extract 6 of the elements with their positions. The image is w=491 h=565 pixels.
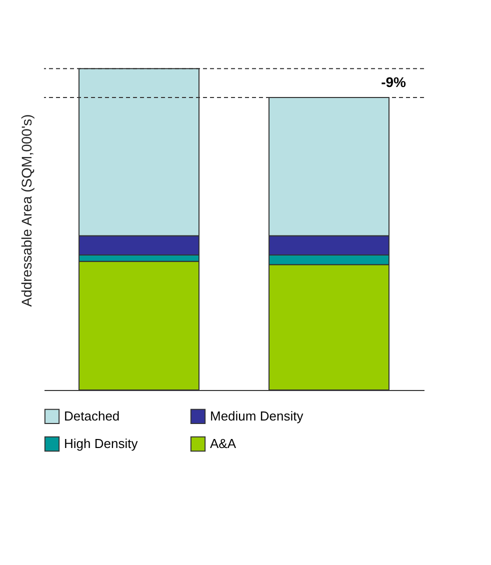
legend-label: A&A [210, 436, 236, 451]
legend-label: Detached [64, 408, 120, 424]
legend-label: Medium Density [210, 408, 304, 424]
y-axis-title: Addressable Area (SQM,000's) [18, 114, 34, 307]
legend-label: High Density [64, 436, 138, 451]
annotation: -9% [381, 74, 407, 90]
